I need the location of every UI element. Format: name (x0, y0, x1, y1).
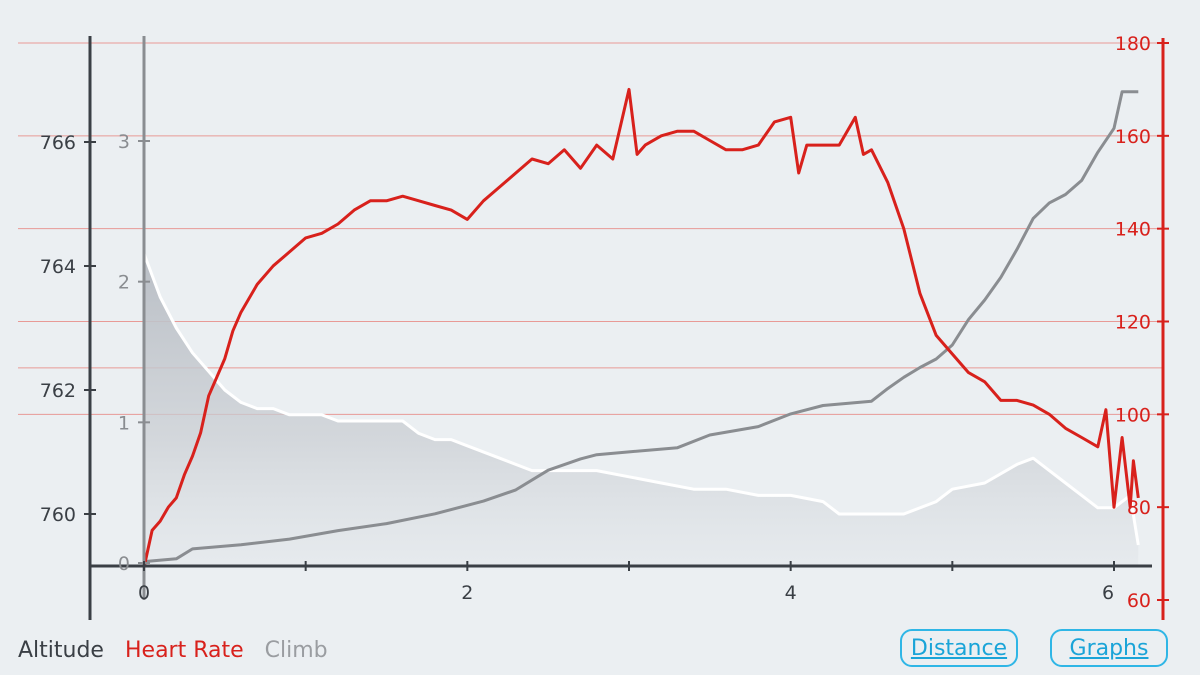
heart-rate-tick-label: 140 (1115, 219, 1151, 241)
altitude-tick-label: 766 (40, 132, 76, 154)
heart-rate-tick-label: 60 (1127, 590, 1151, 612)
heart-rate-tick-label: 120 (1115, 312, 1151, 334)
legend: Altitude Heart Rate Climb (18, 638, 342, 663)
graphs-button[interactable]: Graphs (1050, 629, 1168, 667)
climb-line (143, 90, 1139, 564)
climb-tick-label: 3 (118, 131, 130, 153)
legend-altitude: Altitude (18, 638, 104, 663)
legend-heart-rate: Heart Rate (124, 638, 244, 663)
legend-climb: Climb (264, 638, 328, 663)
altitude-tick-label: 762 (40, 380, 76, 402)
altitude-tick-label: 764 (40, 256, 76, 278)
climb-tick-label: 2 (118, 272, 130, 294)
climb-tick-label: 0 (118, 553, 130, 575)
altitude-tick-label: 760 (40, 504, 76, 526)
x-tick-label: 6 (1102, 582, 1114, 604)
series-lines (142, 87, 1140, 568)
heart-rate-tick-label: 80 (1127, 497, 1151, 519)
heart-rate-tick-label: 160 (1115, 126, 1151, 148)
altitude-area (144, 253, 1139, 566)
distance-button[interactable]: Distance (900, 629, 1018, 667)
chart-canvas: 760 762 764 766 0 1 2 3 60 80 100 120 140 160 180 0 2 4 6 (18, 33, 1169, 620)
axes: 760 762 764 766 0 1 2 3 60 80 100 120 140 160 180 0 2 4 6 (40, 33, 1169, 620)
climb-tick-label: 1 (118, 412, 130, 434)
x-tick-label: 2 (461, 582, 473, 604)
x-tick-label: 0 (138, 582, 150, 604)
altitude-line (142, 253, 1140, 546)
heart-rate-tick-label: 100 (1115, 404, 1151, 426)
hr-gridlines (18, 42, 1162, 415)
altitude-area-fill (144, 253, 1139, 566)
heart-rate-tick-label: 180 (1115, 33, 1151, 55)
x-tick-label: 4 (785, 582, 797, 604)
heart-rate-line (142, 87, 1140, 568)
